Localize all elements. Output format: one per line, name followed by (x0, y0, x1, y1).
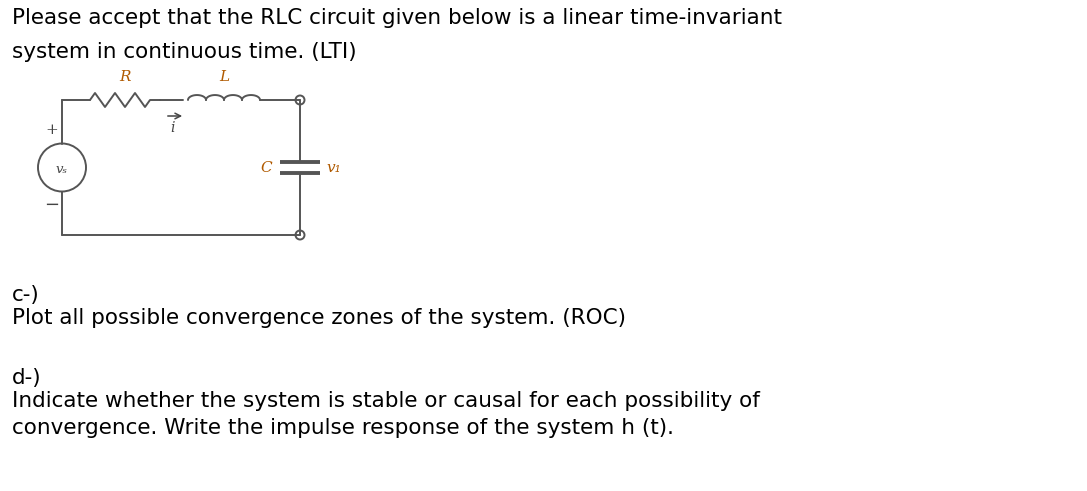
Text: −: − (45, 195, 60, 214)
Text: system in continuous time. (LTI): system in continuous time. (LTI) (12, 42, 357, 62)
Text: v₁: v₁ (326, 161, 340, 174)
Text: c-): c-) (12, 285, 40, 305)
Text: C: C (261, 161, 272, 174)
Text: Please accept that the RLC circuit given below is a linear time-invariant: Please accept that the RLC circuit given… (12, 8, 782, 28)
Text: convergence. Write the impulse response of the system h (t).: convergence. Write the impulse response … (12, 418, 674, 438)
Text: vₛ: vₛ (57, 163, 68, 176)
Text: L: L (218, 70, 229, 84)
Text: R: R (120, 70, 130, 84)
Text: Indicate whether the system is stable or causal for each possibility of: Indicate whether the system is stable or… (12, 391, 760, 411)
Text: i: i (171, 121, 175, 135)
Text: d-): d-) (12, 368, 41, 388)
Text: Plot all possible convergence zones of the system. (ROC): Plot all possible convergence zones of t… (12, 308, 626, 328)
Text: +: + (46, 124, 59, 137)
